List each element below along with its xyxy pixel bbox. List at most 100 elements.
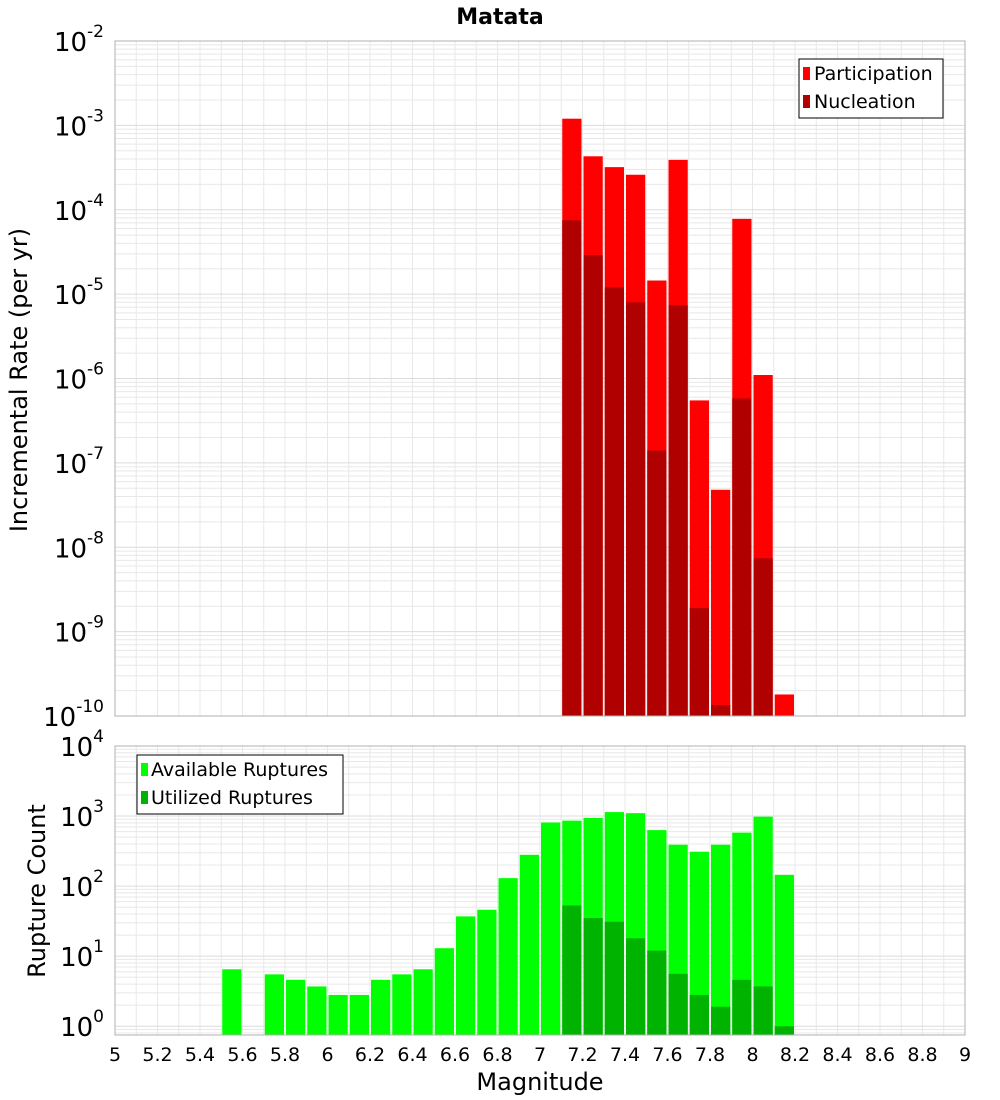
available-bar <box>328 994 348 1035</box>
available-bar <box>349 994 369 1035</box>
rate-y-tick-label: 10-9 <box>54 613 104 649</box>
nucleation-legend-swatch <box>803 95 810 108</box>
x-tick-label: 8 <box>746 1044 758 1066</box>
rate-y-tick-label: 10-6 <box>54 360 104 396</box>
rate-y-axis-label: Incremental Rate (per yr) <box>5 228 33 532</box>
available-bar <box>371 979 391 1035</box>
available-bar <box>477 909 497 1035</box>
available-bar <box>519 854 539 1035</box>
rate-plot-frame <box>114 40 966 717</box>
count-plot-frame <box>114 745 966 1036</box>
count-y-tick-label: 100 <box>60 1007 104 1043</box>
rate-y-tick-label: 10-8 <box>54 528 104 564</box>
count-y-tick-labels: 104 103 102 101 100 <box>60 727 104 1043</box>
available-bar <box>222 969 242 1035</box>
nucleation-bar <box>604 287 624 716</box>
rate-y-tick-label: 10-10 <box>43 697 104 733</box>
utilized-legend-label: Utilized Ruptures <box>151 787 313 809</box>
available-bar <box>711 844 731 1035</box>
utilized-bar <box>647 950 667 1035</box>
utilized-bar <box>774 1026 794 1035</box>
rate-panel: 10-2 10-3 10-4 10-5 10-6 10-7 10-8 10-9 10-10 In… <box>5 22 966 733</box>
utilized-legend-swatch <box>141 791 148 804</box>
utilized-bar <box>562 905 582 1035</box>
x-tick-label: 6 <box>321 1044 333 1066</box>
available-bar <box>307 986 327 1035</box>
count-gridlines <box>114 746 966 1035</box>
x-tick-label: 5.6 <box>227 1044 257 1066</box>
x-tick-label: 8.8 <box>907 1044 937 1066</box>
x-tick-label: 8.2 <box>780 1044 810 1066</box>
x-tick-label: 5.2 <box>142 1044 172 1066</box>
x-tick-label: 5.8 <box>270 1044 300 1066</box>
x-tick-label: 8.4 <box>822 1044 852 1066</box>
nucleation-bar <box>562 220 582 717</box>
available-bar <box>392 974 412 1035</box>
x-tick-label: 6.8 <box>482 1044 512 1066</box>
chart-title: Matata <box>456 5 543 30</box>
available-bar <box>434 948 454 1035</box>
nucleation-bar <box>711 705 731 716</box>
nucleation-bar <box>583 255 603 716</box>
rate-y-tick-label: 10-2 <box>54 22 104 58</box>
nucleation-bar <box>689 608 709 716</box>
available-bar <box>286 979 306 1035</box>
rate-gridlines <box>114 41 966 717</box>
participation-legend-label: Participation <box>814 63 933 85</box>
available-bar <box>264 974 284 1035</box>
rate-y-tick-label: 10-5 <box>54 275 104 311</box>
rate-y-tick-label: 10-7 <box>54 444 104 480</box>
count-legend: Available Ruptures Utilized Ruptures <box>136 754 344 815</box>
nucleation-bar <box>668 305 688 716</box>
rate-y-tick-label: 10-3 <box>54 106 104 142</box>
x-tick-label: 6.6 <box>440 1044 470 1066</box>
available-bar <box>498 878 518 1035</box>
rate-bars <box>562 118 794 717</box>
rate-legend: Participation Nucleation <box>798 58 944 119</box>
x-tick-label: 7.4 <box>610 1044 640 1066</box>
nucleation-bar <box>647 450 667 716</box>
x-tick-label: 5.4 <box>185 1044 215 1066</box>
x-tick-label: 6.4 <box>397 1044 427 1066</box>
count-panel: 104 103 102 101 100 Rupture Count Available … <box>23 727 966 1043</box>
rate-legend-box <box>798 58 944 119</box>
utilized-bar <box>668 973 688 1035</box>
available-bar <box>753 816 773 1035</box>
count-legend-box <box>136 754 344 815</box>
available-bar <box>774 874 794 1035</box>
available-legend-label: Available Ruptures <box>151 759 328 781</box>
nucleation-bar <box>753 558 773 716</box>
rate-y-tick-label: 10-4 <box>54 191 104 227</box>
x-tick-label: 5 <box>109 1044 121 1066</box>
available-bar <box>413 969 433 1035</box>
nucleation-legend-label: Nucleation <box>814 91 916 113</box>
count-y-tick-label: 104 <box>60 727 104 763</box>
x-tick-labels: 5 5.2 5.4 5.6 5.8 6 6.2 6.4 6.6 6.8 7 7.2 7.4 7.6 7.8 8… <box>109 1044 971 1066</box>
x-tick-label: 7.6 <box>652 1044 682 1066</box>
utilized-bar <box>583 918 603 1035</box>
available-bar <box>541 822 561 1035</box>
x-axis-label: Magnitude <box>476 1068 603 1096</box>
count-y-axis-label: Rupture Count <box>23 804 51 978</box>
participation-bar <box>711 489 731 716</box>
x-tick-label: 7.8 <box>695 1044 725 1066</box>
count-y-tick-label: 102 <box>60 867 104 903</box>
count-bars <box>222 812 794 1035</box>
utilized-bar <box>604 921 624 1035</box>
utilized-bar <box>732 979 752 1035</box>
available-bar <box>689 851 709 1035</box>
nucleation-bar <box>732 398 752 716</box>
available-bar <box>456 916 476 1035</box>
x-tick-label: 7 <box>534 1044 546 1066</box>
x-tick-label: 8.6 <box>865 1044 895 1066</box>
participation-bar <box>774 694 794 716</box>
utilized-bar <box>626 938 646 1035</box>
x-tick-label: 9 <box>959 1044 971 1066</box>
rate-y-tick-labels: 10-2 10-3 10-4 10-5 10-6 10-7 10-8 10-9 10-10 <box>43 22 104 733</box>
nucleation-bar <box>626 302 646 716</box>
utilized-bar <box>689 994 709 1035</box>
count-y-tick-label: 101 <box>60 937 104 973</box>
x-tick-label: 7.2 <box>567 1044 597 1066</box>
participation-legend-swatch <box>803 67 810 80</box>
